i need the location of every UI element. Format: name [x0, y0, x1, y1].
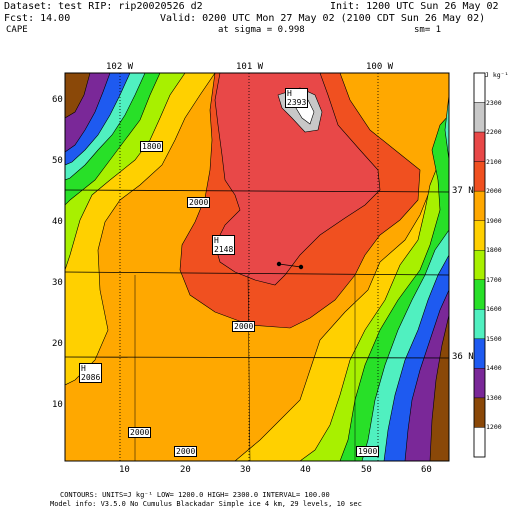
field-name-label: CAPE	[6, 25, 28, 35]
model-info: Model info: V3.5.0 No Cumulus Blackadar …	[50, 500, 362, 508]
colorbar-level-label: 1700	[486, 275, 502, 284]
contour-info: CONTOURS: UNITS=J kg⁻¹ LOW= 1200.0 HIGH=…	[60, 491, 330, 499]
high-symbol: H	[214, 236, 219, 245]
high-marker: H 2086	[79, 363, 103, 383]
lon-label-101w: 101 W	[236, 62, 264, 72]
high-symbol: H	[81, 364, 86, 373]
cape-1200-band-east	[429, 314, 449, 461]
forecast-hour-label: Fcst: 14.00	[4, 13, 71, 24]
colorbar-level-label: 1200	[486, 423, 502, 432]
y-tick-label: 30	[52, 278, 63, 288]
lon-label-100w: 100 W	[366, 62, 394, 72]
x-tick-label: 20	[180, 465, 191, 475]
contour-label: 1800	[140, 141, 164, 152]
colorbar-swatch	[473, 72, 486, 103]
y-tick-label: 20	[52, 339, 63, 349]
colorbar-unit: J kg⁻¹	[485, 71, 509, 79]
cape-2100-band	[214, 73, 381, 286]
contour-label: 2000	[187, 197, 211, 208]
lat-label-36n: 36 N	[452, 352, 474, 362]
high-value: 2148	[214, 245, 234, 254]
y-tick-label: 60	[52, 95, 63, 105]
colorbar-level-label: 1800	[486, 246, 502, 255]
contour-label: 2000	[128, 427, 152, 438]
x-tick-label: 40	[300, 465, 311, 475]
y-tick-label: 10	[52, 400, 63, 410]
colorbar-level-label: 1300	[486, 393, 502, 402]
colorbar-swatch	[473, 279, 486, 310]
colorbar-level-label: 1600	[486, 305, 502, 314]
high-marker: H 2148	[212, 235, 236, 255]
colorbar-level-label: 1400	[486, 364, 502, 373]
contour-label: 1900	[356, 446, 380, 457]
high-symbol: H	[287, 89, 292, 98]
contour-label: 2000	[174, 446, 198, 457]
colorbar-level-label: 2200	[486, 128, 502, 137]
colorbar-swatch	[473, 250, 486, 280]
colorbar-swatch	[473, 131, 486, 162]
x-tick-label: 50	[361, 465, 372, 475]
colorbar-swatch	[473, 368, 486, 399]
colorbar-swatch	[473, 161, 486, 192]
colorbar-level-label: 2100	[486, 157, 502, 166]
contour-label: 2000	[232, 321, 256, 332]
valid-time-label: Valid: 0200 UTC Mon 27 May 02 (2100 CDT …	[160, 13, 486, 24]
dataset-label: Dataset: test RIP: rip20020526 d2	[4, 1, 203, 12]
high-value: 2086	[81, 373, 101, 382]
high-value: 2393	[287, 98, 307, 107]
high-marker: H 2393	[285, 88, 309, 108]
colorbar-swatch	[473, 338, 486, 369]
colorbar-level-label: 2000	[486, 187, 502, 196]
lon-label-102w: 102 W	[106, 62, 134, 72]
x-tick-label: 10	[119, 465, 130, 475]
init-time-label: Init: 1200 UTC Sun 26 May 02	[330, 1, 499, 12]
x-tick-label: 30	[240, 465, 251, 475]
colorbar-level-label: 1500	[486, 334, 502, 343]
colorbar-level-label: 2300	[486, 98, 502, 107]
x-tick-label: 60	[421, 465, 432, 475]
sigma-level-label: at sigma = 0.998	[218, 25, 305, 35]
colorbar-swatch	[473, 309, 486, 340]
colorbar-swatch	[473, 102, 486, 133]
smoothing-label: sm= 1	[414, 25, 442, 35]
lat-label-37n: 37 N	[452, 186, 474, 196]
cape-1200-band	[65, 73, 91, 119]
y-tick-label: 40	[52, 217, 63, 227]
colorbar-swatch	[473, 190, 486, 221]
colorbar-swatch	[473, 427, 486, 458]
colorbar-swatch	[473, 397, 486, 428]
colorbar-swatch	[473, 220, 486, 251]
colorbar-level-label: 1900	[486, 216, 502, 225]
y-tick-label: 50	[52, 156, 63, 166]
